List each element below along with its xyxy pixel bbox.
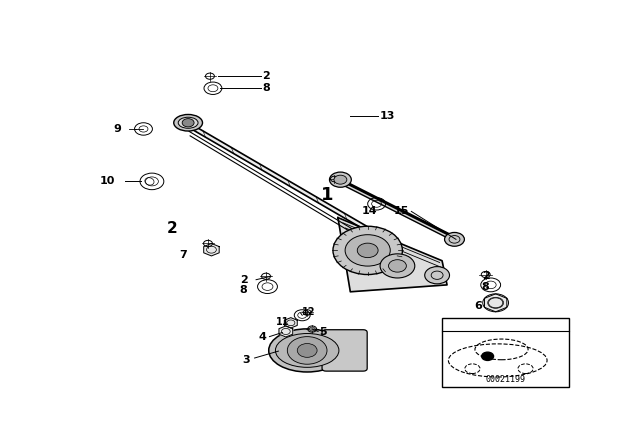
Text: 2: 2	[240, 276, 248, 285]
Polygon shape	[284, 318, 297, 328]
Circle shape	[357, 243, 378, 258]
Circle shape	[297, 344, 317, 358]
Circle shape	[287, 336, 327, 364]
Circle shape	[425, 267, 449, 284]
Text: 13: 13	[380, 111, 395, 121]
Circle shape	[482, 352, 493, 361]
Text: 5: 5	[319, 327, 327, 337]
Text: 14: 14	[361, 207, 377, 216]
Text: 2: 2	[167, 221, 177, 236]
Ellipse shape	[178, 117, 198, 128]
Circle shape	[334, 175, 347, 184]
Text: 8: 8	[240, 285, 248, 295]
Text: 8: 8	[482, 282, 490, 292]
Text: 4: 4	[259, 332, 266, 342]
Polygon shape	[340, 180, 454, 241]
Polygon shape	[204, 244, 219, 256]
Text: 12: 12	[302, 307, 316, 317]
Text: 00021199: 00021199	[485, 375, 525, 384]
Bar	[442, 318, 568, 387]
Circle shape	[182, 119, 194, 127]
Ellipse shape	[275, 333, 339, 367]
Ellipse shape	[269, 329, 346, 372]
Circle shape	[309, 327, 315, 331]
Text: 3: 3	[243, 355, 250, 365]
Text: 7: 7	[179, 250, 187, 259]
Polygon shape	[184, 120, 375, 236]
Text: 15: 15	[394, 207, 409, 216]
Text: 2: 2	[262, 71, 270, 81]
Text: 8: 8	[262, 83, 270, 93]
Text: 6: 6	[474, 301, 482, 310]
Text: 9: 9	[114, 124, 122, 134]
Polygon shape	[338, 218, 447, 292]
Circle shape	[380, 254, 415, 278]
Text: 1: 1	[321, 185, 333, 203]
FancyBboxPatch shape	[322, 330, 367, 371]
Circle shape	[445, 233, 465, 246]
Text: 11: 11	[276, 317, 290, 327]
Polygon shape	[279, 326, 292, 337]
Polygon shape	[484, 294, 507, 312]
Text: 2: 2	[482, 271, 490, 281]
Text: 10: 10	[100, 177, 115, 186]
Ellipse shape	[173, 115, 202, 131]
Circle shape	[388, 260, 406, 272]
Circle shape	[333, 226, 403, 275]
Circle shape	[330, 172, 351, 187]
Circle shape	[345, 235, 390, 266]
